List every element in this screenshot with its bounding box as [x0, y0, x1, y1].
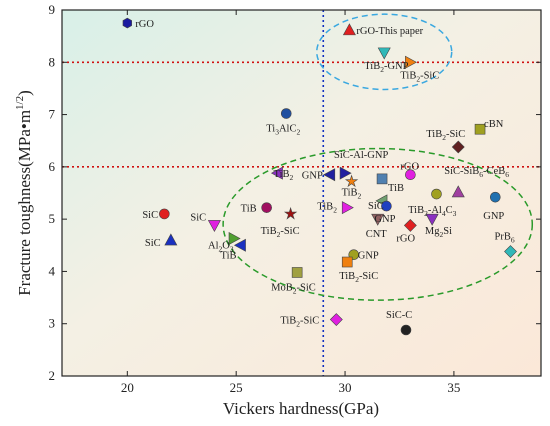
point-label-23: CNT	[366, 229, 388, 240]
data-point-29	[233, 238, 246, 252]
point-label-21: SiC	[368, 201, 384, 212]
highlight-ellipse-0	[315, 13, 453, 91]
point-label-8: TiB2	[274, 169, 294, 182]
highlight-ellipses	[222, 13, 534, 301]
point-label-28: Al2O3	[208, 240, 234, 253]
data-point-19	[283, 206, 298, 220]
y-tick-label: 7	[49, 107, 56, 122]
data-point-31	[341, 256, 353, 268]
data-point-10	[344, 174, 359, 188]
data-point-7	[339, 166, 352, 180]
axis-ticks: 20 25 30 35 2 3 4 5 6 7 8 9	[49, 2, 541, 395]
data-point-17	[207, 220, 221, 233]
point-label-26: Mg2Si	[425, 226, 452, 239]
data-point-23	[371, 213, 385, 226]
y-axis-title: Fracture toughness(MPa•m1/2)	[14, 90, 34, 296]
y-tick-label: 2	[49, 368, 56, 383]
point-label-16: SiC	[142, 210, 158, 221]
data-point-15	[489, 191, 501, 203]
point-label-32: PrB6	[495, 232, 515, 245]
data-point-35	[400, 324, 412, 336]
data-point-27	[164, 233, 178, 246]
reference-lines	[62, 10, 541, 376]
data-point-24	[425, 213, 439, 226]
y-tick-label: 6	[49, 159, 56, 174]
point-label-18: TiB	[241, 204, 257, 215]
data-point-16	[159, 208, 170, 220]
point-label-29: TiB	[221, 250, 237, 261]
data-point-13	[451, 185, 465, 198]
point-label-4: Ti3AlC2	[266, 124, 300, 137]
point-label-11: rGO	[400, 162, 419, 173]
y-tick-label: 3	[49, 316, 56, 331]
data-point-4	[280, 108, 292, 119]
point-label-25: rGO	[396, 233, 415, 244]
point-label-15: GNP	[483, 211, 504, 222]
point-label-1: rGO-This paper	[356, 26, 423, 37]
data-point-25	[403, 218, 417, 232]
point-label-31: TiB2-SiC	[339, 271, 378, 284]
point-label-12: TiB	[388, 183, 404, 194]
data-point-33	[291, 267, 303, 278]
data-point-14	[431, 188, 442, 200]
data-point-12	[376, 173, 388, 185]
data-point-34	[329, 313, 343, 326]
data-point-5	[474, 123, 486, 135]
highlight-ellipse-1	[222, 147, 534, 301]
x-axis-title: Vickers hardness(GPa)	[223, 399, 379, 418]
data-point-22	[381, 200, 392, 212]
x-tick-label: 30	[339, 380, 352, 395]
data-point-8	[270, 166, 283, 180]
x-tick-label: 25	[230, 380, 243, 395]
point-label-30: GNP	[358, 251, 379, 262]
data-point-18	[261, 202, 272, 213]
point-label-9: GNP	[302, 171, 323, 182]
point-label-13: SiC-SiB6-CeB6	[444, 166, 509, 179]
plot-frame	[61, 9, 542, 377]
data-point-32	[504, 245, 517, 258]
point-label-22: GNP	[374, 214, 395, 225]
data-point-1	[342, 23, 356, 36]
data-point-20	[341, 201, 354, 215]
point-label-35: SiC-C	[386, 310, 412, 321]
y-tick-label: 4	[49, 263, 56, 278]
point-label-19: TiB2-SiC	[261, 226, 300, 239]
point-label-2: TiB2-GNP	[364, 61, 408, 74]
y-tick-label: 5	[49, 211, 56, 226]
point-label-6: TiB2-SiC	[426, 129, 465, 142]
point-label-34: TiB2-SiC	[280, 316, 319, 329]
data-point-3	[405, 55, 417, 69]
y-axis-title-group: Fracture toughness(MPa•m1/2)	[14, 90, 34, 296]
data-point-2	[377, 47, 391, 60]
point-label-7: SiC-Al-GNP	[334, 150, 388, 161]
point-label-33: MoB2-SiC	[271, 282, 316, 295]
point-label-17: SiC	[190, 212, 206, 223]
point-label-24: TiB2-Al4C3	[408, 205, 456, 218]
point-label-3: TiB2-SiC	[400, 70, 439, 83]
data-point-28	[228, 231, 241, 245]
point-label-20: TiB2	[317, 202, 337, 215]
point-label-5: cBN	[484, 119, 504, 130]
data-point-0	[122, 17, 132, 29]
point-label-0: rGO	[135, 19, 154, 30]
data-point-6	[451, 140, 465, 154]
y-tick-label: 9	[49, 2, 56, 17]
data-points	[122, 17, 517, 336]
point-label-27: SiC	[145, 238, 161, 249]
x-tick-label: 20	[121, 380, 134, 395]
x-tick-label: 35	[447, 380, 460, 395]
y-tick-label: 8	[49, 54, 56, 69]
data-point-11	[405, 169, 416, 180]
data-point-9	[323, 168, 336, 182]
point-label-10: TiB2	[342, 187, 362, 200]
